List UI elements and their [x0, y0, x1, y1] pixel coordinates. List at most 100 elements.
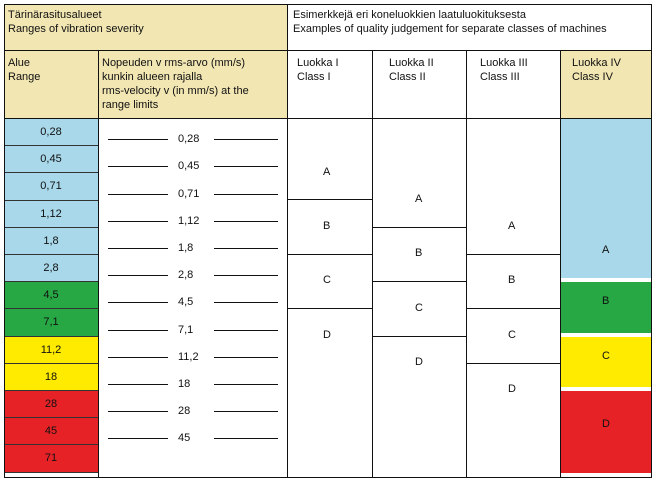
range-limit: 28	[98, 404, 288, 418]
column-class4-cell	[560, 50, 651, 118]
divider-velocity	[287, 4, 288, 478]
limit-value: 45	[178, 432, 191, 445]
range-limit: 45	[98, 431, 288, 445]
range-limit: 1,12	[98, 214, 288, 228]
class3-grade-b: B	[508, 274, 516, 286]
class2-sep-cd	[372, 336, 466, 337]
limit-tick-right	[214, 411, 278, 413]
class3-grade-c: C	[508, 329, 516, 341]
class1-sep-cd	[288, 308, 372, 309]
divider-class2	[466, 50, 467, 478]
divider-class3	[560, 50, 561, 478]
range-cell: 1,12	[4, 200, 98, 228]
limit-tick-left	[108, 438, 168, 440]
limit-value: 0,45	[178, 160, 200, 173]
range-cell: 71	[4, 445, 98, 473]
limit-value: 4,5	[178, 296, 194, 309]
range-limit: 1,8	[98, 241, 288, 255]
range-limit: 11,2	[98, 350, 288, 364]
limit-tick-left	[108, 302, 168, 304]
divider-range	[98, 50, 99, 478]
class1-grade-b: B	[323, 220, 331, 232]
class4-grade-block: C	[561, 336, 651, 389]
class3-header-en: Class III	[480, 71, 520, 83]
range-limit: 2,8	[98, 268, 288, 282]
class3-grade-d: D	[508, 383, 516, 395]
header-examples-cell	[288, 4, 651, 50]
class1-sep-bc	[288, 254, 372, 255]
divider-class1	[372, 50, 373, 478]
class1-grade-c: C	[323, 274, 331, 286]
velocity-header-2: kunkin alueen rajalla	[102, 71, 203, 83]
limit-tick-right	[214, 275, 278, 277]
range-cell: 11,2	[4, 336, 98, 364]
range-cell: 0,45	[4, 146, 98, 174]
range-cell: 0,28	[4, 119, 98, 147]
limit-tick-left	[108, 220, 168, 222]
class4-grade-label: D	[602, 417, 610, 430]
limit-value: 2,8	[178, 269, 194, 282]
class1-header-fi: Luokka I	[297, 57, 339, 69]
class4-grade-block: A	[561, 119, 651, 281]
class2-grade-d: D	[415, 356, 423, 368]
range-header-en: Range	[8, 71, 41, 83]
limit-tick-right	[214, 384, 278, 385]
border-left	[4, 4, 5, 478]
class4-grade-block: D	[561, 391, 651, 473]
severity-title-fi: Tärinärasitusalueet	[8, 9, 102, 21]
class3-sep-bc	[466, 308, 560, 309]
class3-sep-cd	[466, 363, 560, 364]
velocity-header-3: rms-velocity v (in mm/s) at the	[102, 85, 249, 97]
limit-value: 7,1	[178, 323, 194, 336]
class2-sep-ab	[372, 227, 466, 228]
limit-tick-left	[108, 166, 168, 168]
velocity-header-1: Nopeuden v rms-arvo (mm/s)	[102, 57, 246, 69]
velocity-header-4: range limits	[102, 99, 159, 111]
class2-grade-a: A	[415, 193, 423, 205]
class4-grade-label: A	[602, 244, 610, 256]
severity-title-en: Ranges of vibration severity	[8, 23, 144, 35]
limit-tick-right	[214, 302, 278, 304]
limit-tick-left	[108, 248, 168, 249]
limit-tick-left	[108, 411, 168, 413]
range-cell: 28	[4, 391, 98, 419]
limit-value: 1,12	[178, 214, 200, 227]
range-header-fi: Alue	[8, 57, 31, 69]
class1-sep-ab	[288, 199, 372, 200]
class1-grade-a: A	[323, 166, 331, 178]
range-cell: 4,5	[4, 282, 98, 310]
range-cell: 7,1	[4, 309, 98, 337]
class4-header-fi: Luokka IV	[572, 57, 621, 69]
range-cell: 0,71	[4, 173, 98, 201]
class3-header-fi: Luokka III	[480, 57, 528, 69]
class2-header-fi: Luokka II	[389, 57, 434, 69]
limit-tick-right	[214, 166, 278, 168]
border-header	[4, 50, 652, 51]
class4-grade-block: B	[561, 282, 651, 335]
range-limit: 18	[98, 377, 288, 391]
range-cell: 1,8	[4, 227, 98, 255]
class2-sep-bc	[372, 281, 466, 282]
class4-grade-label: C	[602, 349, 610, 362]
limit-tick-left	[108, 356, 168, 358]
class4-header-en: Class IV	[572, 71, 613, 83]
class1-grade-d: D	[323, 329, 331, 341]
limit-tick-right	[214, 220, 278, 222]
range-cell: 45	[4, 418, 98, 446]
limit-tick-left	[108, 139, 168, 141]
column-range-cell	[4, 50, 98, 118]
range-limit: 4,5	[98, 295, 288, 309]
class2-grade-b: B	[415, 247, 423, 259]
class3-grade-a: A	[508, 220, 516, 232]
range-cell: 18	[4, 363, 98, 391]
range-limit: 0,71	[98, 187, 288, 201]
limit-tick-right	[214, 248, 278, 249]
class2-grade-c: C	[415, 302, 423, 314]
limit-value: 1,8	[178, 242, 194, 254]
class2-header-en: Class II	[389, 71, 426, 83]
limit-tick-left	[108, 193, 168, 195]
limit-tick-left	[108, 384, 168, 385]
limit-tick-left	[108, 275, 168, 277]
class1-header-en: Class I	[297, 71, 331, 83]
